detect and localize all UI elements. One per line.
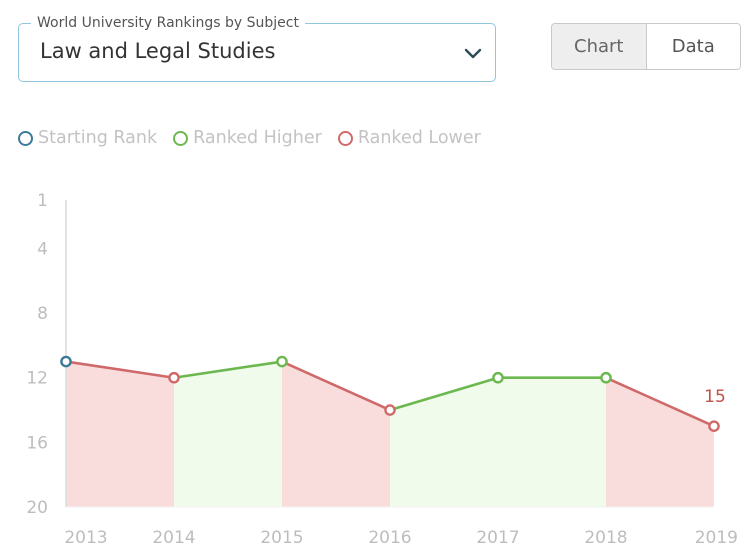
area-segment-2014-2015 — [174, 361, 282, 507]
x-tick-label-2017: 2017 — [476, 528, 519, 545]
x-tick-label-2014: 2014 — [152, 528, 195, 545]
legend-label-starting-rank: Starting Rank — [38, 128, 158, 148]
area-segment-2018-2019 — [606, 377, 714, 507]
subject-select-label: World University Rankings by Subject — [31, 13, 305, 33]
legend-marker-ranked-higher — [173, 130, 189, 146]
y-tick-label-12: 12 — [26, 369, 48, 389]
data-point-2015 — [276, 355, 288, 368]
y-tick-label-8: 8 — [37, 304, 48, 324]
x-tick-label-2018: 2018 — [584, 528, 627, 545]
chevron-down-icon — [464, 48, 482, 59]
x-tick-label-2019: 2019 — [695, 528, 738, 545]
view-toggle: Chart Data — [551, 23, 741, 70]
line-segment-2015-2016 — [280, 360, 392, 412]
y-tick-label-16: 16 — [26, 433, 48, 453]
x-tick-label-2015: 2015 — [260, 528, 303, 545]
area-segment-2017-2018 — [498, 377, 606, 507]
data-point-2018 — [600, 371, 612, 384]
chart-legend: Starting Rank Ranked Higher Ranked Lower — [18, 128, 497, 148]
legend-item-starting-rank: Starting Rank — [18, 128, 157, 148]
data-point-2019 — [708, 420, 720, 433]
legend-marker-ranked-lower — [337, 130, 353, 146]
line-segment-2013-2014 — [64, 360, 176, 380]
y-tick-label-4: 4 — [37, 239, 48, 259]
chart-view-button[interactable]: Chart — [552, 24, 647, 69]
data-point-2013 — [60, 355, 72, 368]
subject-select[interactable]: World University Rankings by Subject Law… — [18, 13, 496, 82]
subject-select-value: Law and Legal Studies — [40, 39, 276, 63]
legend-label-ranked-higher: Ranked Higher — [193, 128, 322, 148]
line-segment-2018-2019 — [604, 376, 716, 428]
area-segment-2013-2014 — [66, 361, 174, 507]
line-segment-2014-2015 — [172, 360, 284, 380]
legend-label-ranked-lower: Ranked Lower — [357, 128, 481, 148]
y-tick-label-20: 20 — [26, 498, 48, 518]
data-view-button[interactable]: Data — [646, 24, 740, 69]
legend-item-ranked-higher: Ranked Higher — [173, 128, 322, 148]
line-segment-2016-2017 — [388, 376, 500, 412]
data-point-2017 — [492, 371, 504, 384]
x-tick-label-2013: 2013 — [64, 528, 107, 545]
legend-item-ranked-lower: Ranked Lower — [337, 128, 481, 148]
legend-marker-starting-rank — [18, 130, 33, 146]
x-tick-label-2016: 2016 — [368, 528, 411, 545]
area-segment-2016-2017 — [390, 377, 498, 507]
data-point-2014 — [168, 371, 180, 384]
area-segment-2015-2016 — [282, 361, 390, 507]
last-value-label: 15 — [704, 387, 726, 407]
y-tick-label-1: 1 — [37, 191, 48, 211]
data-point-2016 — [384, 404, 396, 416]
